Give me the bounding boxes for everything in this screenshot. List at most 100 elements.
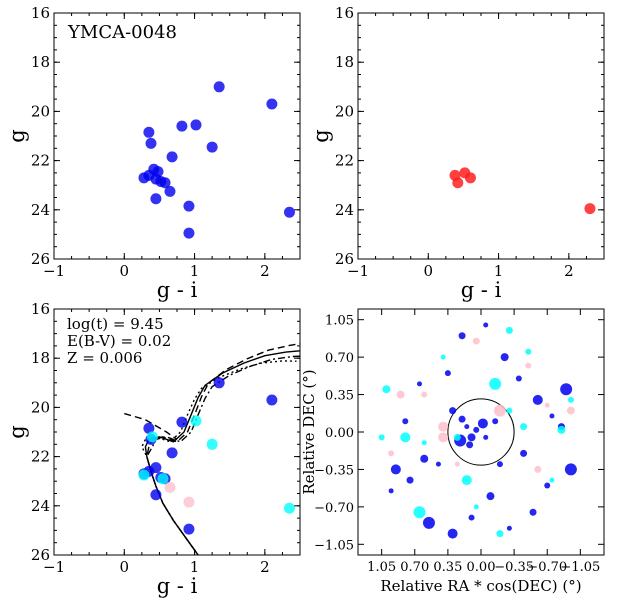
- data-point: [166, 151, 178, 163]
- data-point: [138, 469, 150, 481]
- data-point: [145, 137, 157, 149]
- y-tick-label: 1.05: [325, 314, 354, 329]
- y-tick-label: 22: [31, 448, 50, 466]
- y-tick-label: 24: [31, 201, 50, 219]
- data-point: [213, 377, 225, 389]
- sky-point: [496, 461, 503, 468]
- data-point: [183, 200, 195, 212]
- y-axis-label: g: [309, 129, 333, 142]
- y-tick-label: 0.70: [325, 351, 354, 366]
- sky-point: [486, 492, 495, 501]
- sky-point: [525, 362, 532, 369]
- data-point: [150, 462, 162, 474]
- x-tick-label: −0.35: [494, 560, 534, 575]
- y-tick-label: 20: [335, 102, 354, 120]
- data-point: [213, 81, 225, 93]
- y-tick-label: −0.35: [314, 463, 354, 478]
- sky-point: [492, 418, 499, 425]
- y-tick-label: 22: [31, 152, 50, 170]
- data-point: [143, 126, 155, 138]
- x-tick-label: −0.70: [527, 560, 567, 575]
- sky-point: [493, 404, 506, 417]
- data-point: [206, 438, 218, 450]
- sky-point: [557, 425, 566, 434]
- sky-point: [449, 407, 457, 415]
- sky-point: [438, 432, 449, 443]
- y-tick-label: 20: [31, 398, 50, 416]
- sky-point: [483, 434, 489, 440]
- sky-point: [440, 354, 446, 360]
- x-tick-label: −1.05: [560, 560, 600, 575]
- sky-point: [520, 449, 528, 457]
- plot-frame: [357, 308, 605, 556]
- sky-point: [467, 433, 476, 442]
- sky-point: [461, 475, 472, 486]
- sky-point: [417, 381, 422, 387]
- data-point: [190, 415, 202, 427]
- y-tick-label: 0.35: [325, 389, 354, 404]
- sky-point: [468, 514, 475, 521]
- panel-top-left: −1 0 1 2 16 18 20 22 24 26 g - i g YMCA-0048: [5, 4, 301, 302]
- sky-point: [564, 463, 577, 476]
- x-axis-label: g - i: [461, 278, 502, 302]
- sky-point: [458, 415, 466, 423]
- sky-point: [447, 528, 458, 539]
- fit-parameter: Z = 0.006: [67, 349, 142, 367]
- sky-point: [413, 506, 426, 519]
- x-tick-label: 1.05: [367, 560, 396, 575]
- data-point: [266, 394, 278, 406]
- sky-point: [458, 332, 466, 340]
- sky-point: [544, 402, 550, 408]
- data-point: [150, 193, 162, 205]
- data-point: [150, 489, 162, 501]
- data-point: [164, 481, 176, 493]
- data-point: [452, 177, 464, 189]
- x-tick-label: −1: [347, 262, 369, 280]
- plot-frame: [53, 12, 301, 260]
- sky-point: [422, 516, 435, 529]
- y-tick-label: 18: [335, 53, 354, 71]
- y-tick-label: 16: [31, 300, 50, 318]
- sky-point: [520, 423, 528, 431]
- sky-point: [505, 326, 513, 334]
- sky-point: [567, 396, 574, 403]
- panel-top-right: −1 0 1 2 16 18 20 22 24 26 g - i g: [309, 4, 605, 302]
- sky-point: [390, 464, 401, 475]
- sky-point: [506, 407, 513, 414]
- x-tick-label: 2: [260, 262, 270, 280]
- x-tick-label: 0: [120, 558, 130, 576]
- sky-point: [477, 418, 488, 429]
- x-tick-label: 2: [260, 558, 270, 576]
- plot-frame: [357, 12, 605, 260]
- isochrone-hook: [124, 412, 178, 440]
- y-tick-label: 26: [31, 250, 50, 268]
- data-point: [183, 496, 195, 508]
- data-point: [183, 523, 195, 535]
- fit-parameter: E(B-V) = 0.02: [67, 332, 171, 350]
- data-point: [176, 120, 188, 132]
- sky-point: [496, 530, 504, 538]
- y-tick-label: 0.00: [325, 426, 354, 441]
- x-tick-label: 1: [190, 262, 200, 280]
- sky-point: [473, 426, 480, 433]
- x-tick-label: 0.35: [433, 560, 462, 575]
- data-point: [166, 447, 178, 459]
- sky-point: [396, 390, 405, 399]
- x-tick-label: 1: [494, 262, 504, 280]
- y-tick-label: 20: [31, 102, 50, 120]
- data-point: [143, 422, 155, 434]
- sky-point: [400, 432, 411, 443]
- sky-point: [420, 454, 429, 463]
- sky-point: [421, 440, 427, 446]
- y-tick-label: −1.05: [314, 538, 354, 553]
- x-tick-label: 0.00: [467, 560, 496, 575]
- sky-point: [560, 383, 573, 396]
- sky-point: [529, 508, 537, 516]
- fit-parameter: log(t) = 9.45: [67, 315, 164, 333]
- cluster-radius-circle: [447, 398, 515, 466]
- x-tick-label: 0: [424, 262, 434, 280]
- x-axis-label: g - i: [157, 278, 198, 302]
- x-tick-label: 0.70: [400, 560, 429, 575]
- y-tick-label: 26: [31, 546, 50, 564]
